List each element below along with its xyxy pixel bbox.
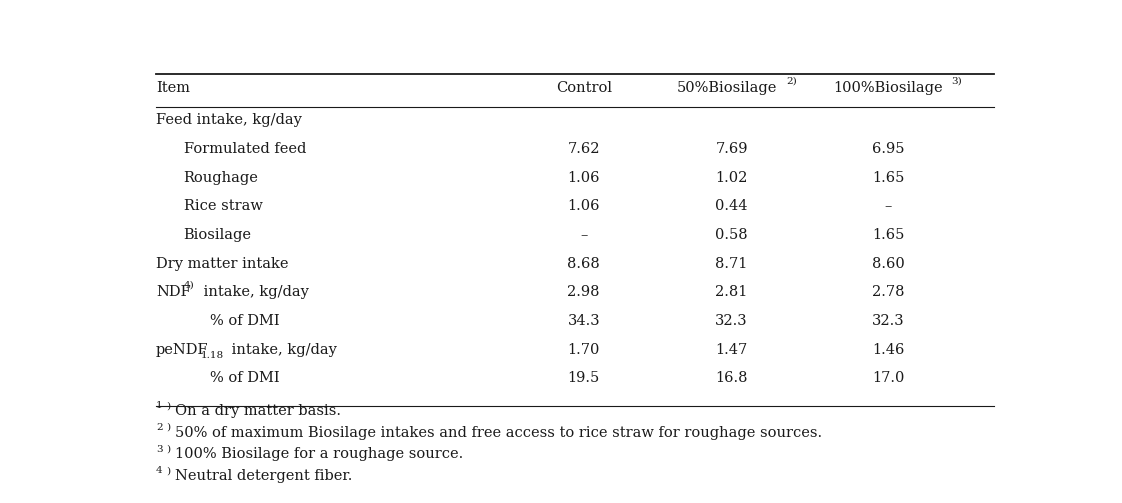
Text: peNDF: peNDF	[156, 343, 209, 357]
Text: Neutral detergent fiber.: Neutral detergent fiber.	[175, 469, 352, 483]
Text: ): )	[166, 445, 171, 454]
Text: ): )	[166, 401, 171, 410]
Text: Control: Control	[555, 81, 611, 96]
Text: Feed intake, kg/day: Feed intake, kg/day	[156, 113, 302, 127]
Text: intake, kg/day: intake, kg/day	[227, 343, 337, 357]
Text: 3: 3	[156, 445, 163, 454]
Text: 8.71: 8.71	[716, 257, 747, 271]
Text: 0.58: 0.58	[715, 228, 748, 242]
Text: 2: 2	[156, 423, 163, 432]
Text: 8.60: 8.60	[872, 257, 904, 271]
Text: ): )	[166, 423, 171, 432]
Text: 32.3: 32.3	[715, 314, 748, 328]
Text: 1.65: 1.65	[872, 171, 904, 185]
Text: % of DMI: % of DMI	[210, 371, 279, 385]
Text: 1.18: 1.18	[201, 352, 224, 360]
Text: 34.3: 34.3	[568, 314, 600, 328]
Text: Biosilage: Biosilage	[184, 228, 251, 242]
Text: 4: 4	[156, 466, 163, 475]
Text: Rice straw: Rice straw	[184, 199, 263, 213]
Text: intake, kg/day: intake, kg/day	[200, 285, 310, 299]
Text: 8.68: 8.68	[568, 257, 600, 271]
Text: 7.62: 7.62	[568, 142, 600, 156]
Text: 2.78: 2.78	[872, 285, 904, 299]
Text: –: –	[580, 228, 588, 242]
Text: 19.5: 19.5	[568, 371, 600, 385]
Text: 1.46: 1.46	[872, 343, 904, 357]
Text: 1.02: 1.02	[716, 171, 747, 185]
Text: NDF: NDF	[156, 285, 191, 299]
Text: 1: 1	[156, 401, 163, 410]
Text: 7.69: 7.69	[716, 142, 747, 156]
Text: 4): 4)	[184, 281, 194, 290]
Text: On a dry matter basis.: On a dry matter basis.	[175, 404, 341, 418]
Text: ): )	[166, 466, 171, 475]
Text: 1.70: 1.70	[568, 343, 600, 357]
Text: 50% of maximum Biosilage intakes and free access to rice straw for roughage sour: 50% of maximum Biosilage intakes and fre…	[175, 426, 822, 440]
Text: 2): 2)	[787, 76, 797, 85]
Text: Roughage: Roughage	[184, 171, 258, 185]
Text: 0.44: 0.44	[716, 199, 747, 213]
Text: 32.3: 32.3	[872, 314, 904, 328]
Text: 17.0: 17.0	[872, 371, 904, 385]
Text: Formulated feed: Formulated feed	[184, 142, 306, 156]
Text: 1.65: 1.65	[872, 228, 904, 242]
Text: 16.8: 16.8	[716, 371, 747, 385]
Text: % of DMI: % of DMI	[210, 314, 279, 328]
Text: 100%Biosilage: 100%Biosilage	[834, 81, 942, 96]
Text: 50%Biosilage: 50%Biosilage	[677, 81, 778, 96]
Text: 6.95: 6.95	[872, 142, 904, 156]
Text: Item: Item	[156, 81, 190, 96]
Text: Dry matter intake: Dry matter intake	[156, 257, 288, 271]
Text: 2.98: 2.98	[568, 285, 600, 299]
Text: 1.06: 1.06	[568, 171, 600, 185]
Text: 1.47: 1.47	[716, 343, 747, 357]
Text: 1.06: 1.06	[568, 199, 600, 213]
Text: 2.81: 2.81	[716, 285, 747, 299]
Text: 100% Biosilage for a roughage source.: 100% Biosilage for a roughage source.	[175, 447, 463, 461]
Text: 3): 3)	[951, 76, 963, 85]
Text: –: –	[884, 199, 892, 213]
